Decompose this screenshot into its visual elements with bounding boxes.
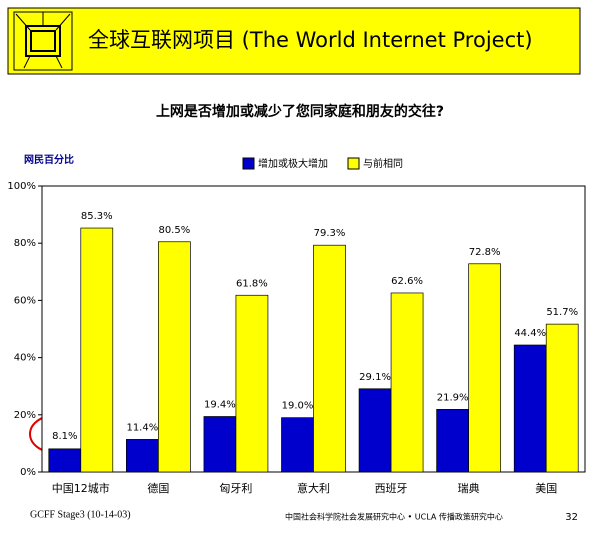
bar: [390, 292, 424, 473]
value-label: 8.1%: [52, 431, 77, 442]
header-box: [7, 7, 581, 75]
y-tick-label: 60%: [14, 295, 36, 306]
y-axis-label: 网民百分比: [24, 153, 74, 166]
y-tick-label: 100%: [7, 181, 36, 192]
header-title: 全球互联网项目 (The World Internet Project): [88, 28, 533, 52]
bar: [80, 227, 114, 473]
x-tick-label: 意大利: [297, 481, 330, 495]
y-tick-label: 20%: [14, 410, 36, 421]
value-label: 72.8%: [469, 247, 501, 258]
y-tick-label: 80%: [14, 238, 36, 249]
bar: [126, 439, 159, 473]
x-tick-label: 西班牙: [375, 482, 408, 495]
chart-subtitle: 上网是否增加或减少了您同家庭和朋友的交往?: [156, 103, 444, 120]
bar: [545, 323, 579, 473]
bar: [48, 448, 82, 473]
value-label: 11.4%: [126, 422, 158, 433]
bar: [358, 388, 392, 473]
value-label: 85.3%: [81, 211, 113, 222]
value-label: 61.8%: [236, 278, 268, 289]
x-tick-label: 德国: [147, 481, 169, 495]
footer-center: 中国社会科学院社会发展研究中心 • UCLA 传播政策研究中心: [285, 512, 503, 522]
y-tick-label: 0%: [20, 467, 36, 478]
page-number: 32: [565, 512, 578, 523]
value-label: 19.0%: [282, 401, 314, 412]
legend-label: 与前相同: [363, 157, 403, 170]
value-label: 51.7%: [546, 307, 578, 318]
value-label: 19.4%: [204, 400, 236, 411]
logo: [13, 11, 73, 71]
y-tick-label: 40%: [14, 353, 36, 364]
bar: [513, 344, 547, 473]
x-tick-label: 瑞典: [458, 481, 480, 495]
value-label: 21.9%: [437, 392, 469, 403]
bar: [281, 417, 314, 473]
bar: [203, 416, 237, 473]
bar: [313, 244, 346, 473]
bar: [436, 409, 469, 473]
value-label: 62.6%: [391, 276, 423, 287]
bar: [158, 241, 191, 473]
x-tick-label: 中国12城市: [52, 481, 110, 495]
value-label: 79.3%: [314, 228, 346, 239]
bar: [235, 294, 269, 473]
value-label: 44.4%: [514, 328, 546, 339]
x-tick-label: 匈牙利: [219, 481, 252, 495]
bar: [468, 263, 501, 473]
legend-swatch: [347, 157, 360, 170]
value-label: 29.1%: [359, 372, 391, 383]
legend-label: 增加或极大增加: [258, 157, 328, 170]
footer-left: GCFF Stage3 (10-14-03): [30, 509, 131, 520]
legend-swatch: [242, 157, 255, 170]
value-label: 80.5%: [158, 225, 190, 236]
x-tick-label: 美国: [535, 482, 557, 495]
